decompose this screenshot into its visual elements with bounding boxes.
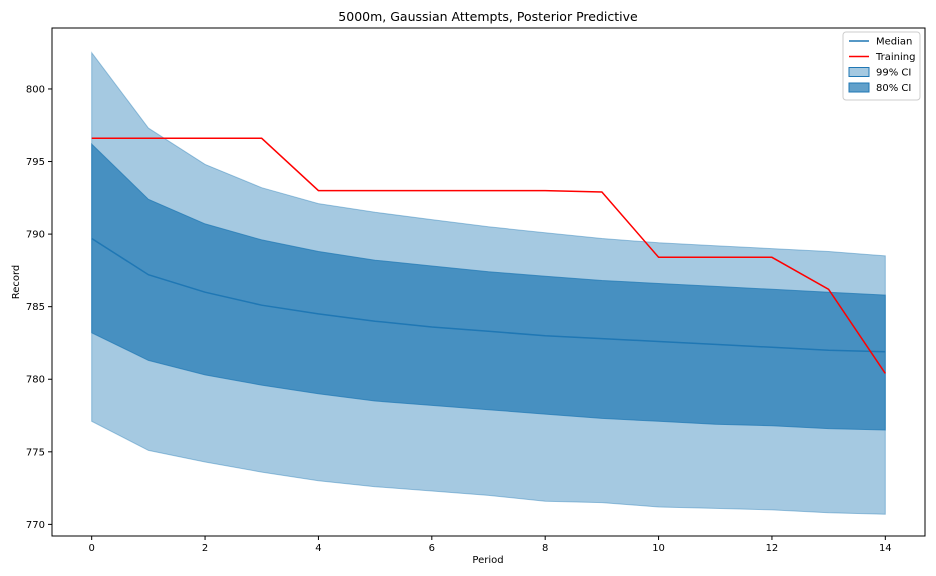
legend-label-median: Median [876,37,912,48]
series-lines [91,137,886,374]
legend-label-99pct-ci: 99% CI [876,68,911,79]
legend-swatch-80pct-ci [848,82,870,93]
confidence-bands [91,51,886,515]
x-tick-label: 8 [542,543,548,554]
plot-frame [51,27,926,537]
y-tick-label: 780 [26,375,45,386]
y-tick-label: 775 [26,447,45,458]
y-tick-label: 770 [26,520,45,531]
x-tick-label: 4 [315,543,321,554]
y-axis: 770 775 780 785 790 795 800 [26,84,52,531]
x-axis-label: Period [472,555,503,566]
x-tick-label: 6 [429,543,435,554]
legend-label-80pct-ci: 80% CI [876,83,911,94]
legend: Median Training 99% CI 80% CI [842,31,921,101]
x-tick-label: 14 [879,543,892,554]
x-tick-label: 12 [766,543,779,554]
y-axis-label: Record [11,265,22,300]
y-tick-label: 800 [26,84,45,95]
legend-label-training: Training [875,52,915,63]
chart-title: 5000m, Gaussian Attempts, Posterior Pred… [338,9,638,24]
line-training [91,137,886,374]
y-tick-label: 790 [26,230,45,241]
line-median [91,237,886,353]
x-tick-label: 10 [652,543,665,554]
band-80pct-ci [91,142,886,431]
x-tick-label: 0 [88,543,94,554]
y-tick-label: 785 [26,302,45,313]
x-tick-label: 2 [202,543,208,554]
x-axis: 0 2 4 6 8 10 12 14 [88,536,892,554]
legend-swatch-99pct-ci [848,67,870,77]
y-tick-label: 795 [26,157,45,168]
